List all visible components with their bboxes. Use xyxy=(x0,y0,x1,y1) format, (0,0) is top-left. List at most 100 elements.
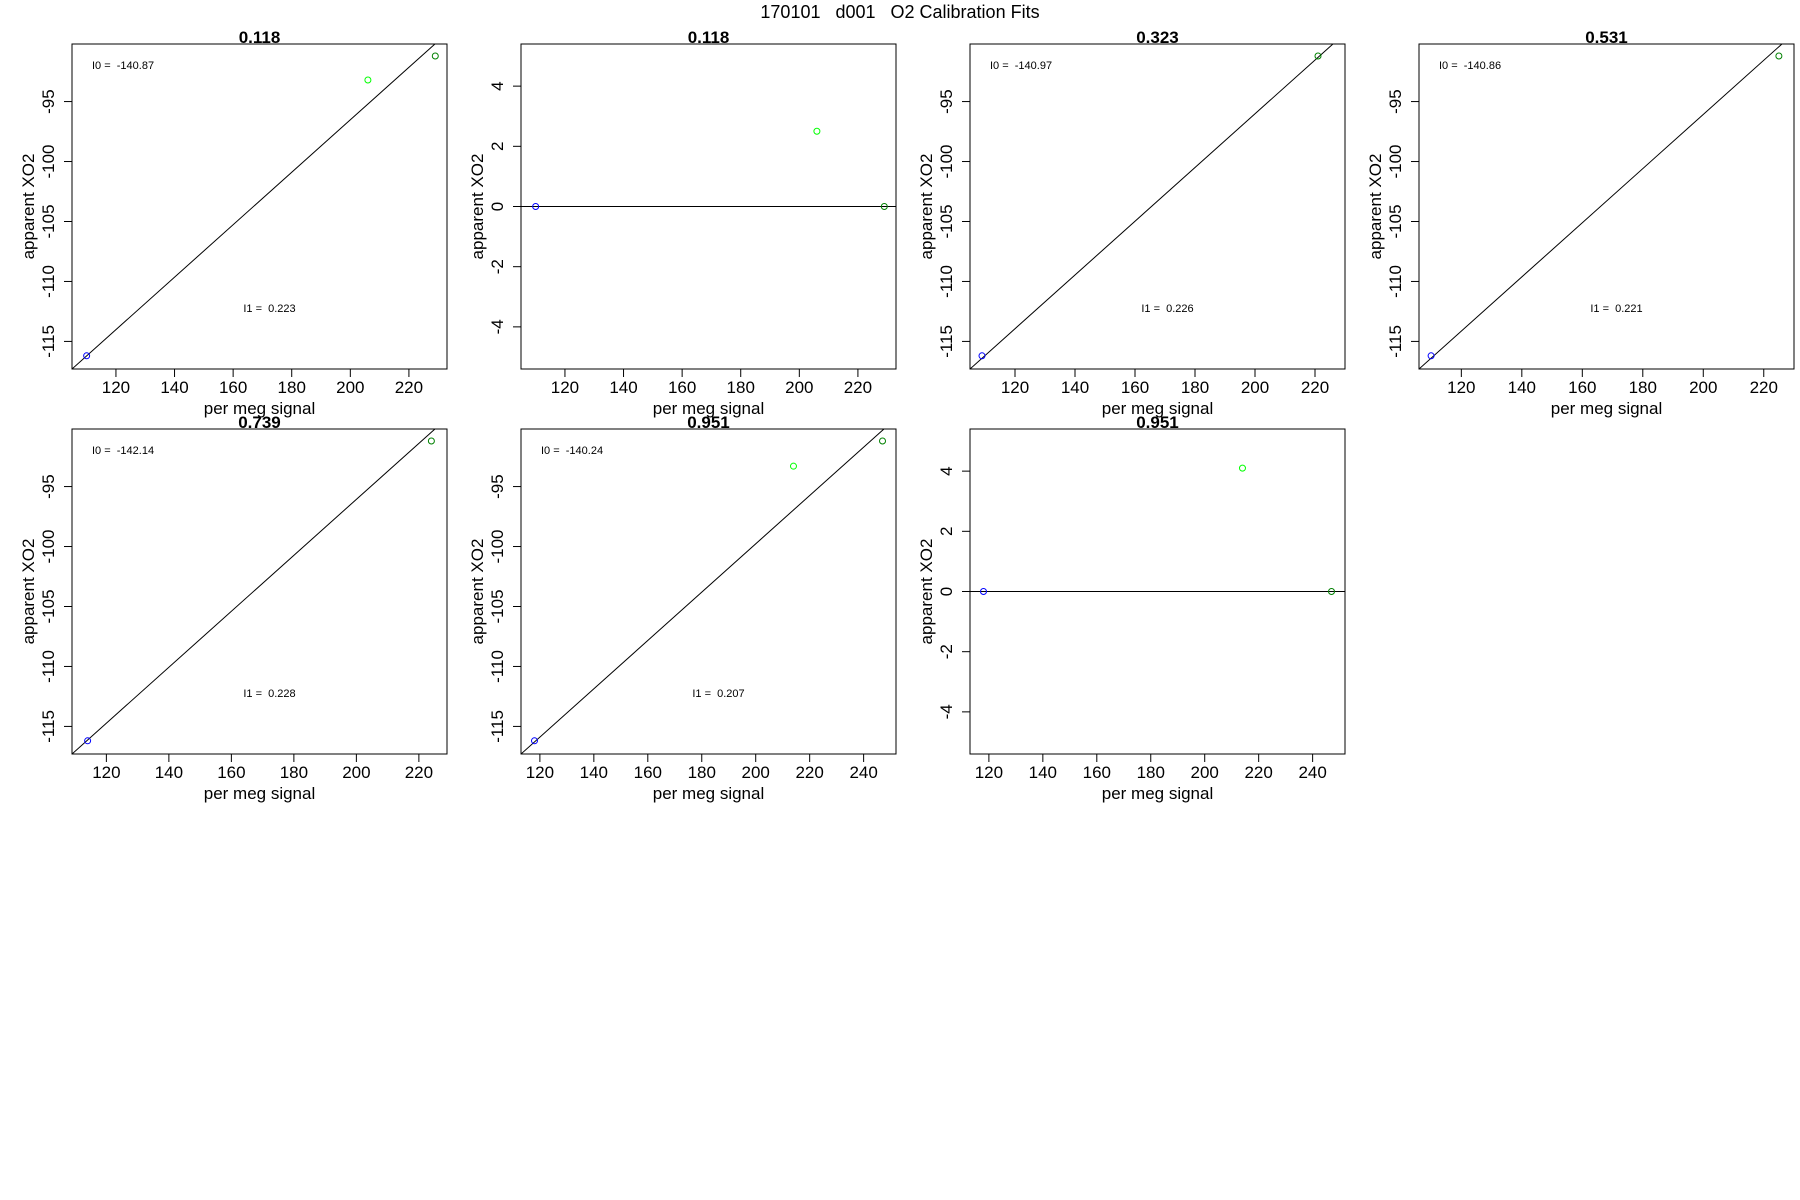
plot-frame xyxy=(71,428,448,755)
data-point-blue xyxy=(532,203,540,210)
x-tick-label: 240 xyxy=(1298,763,1326,782)
panel-2: 0.118 120 140 160 180 200 220 -4 -2 0 2 4 per meg si… xyxy=(468,28,897,418)
plot-frame xyxy=(520,428,897,755)
x-tick-label: 200 xyxy=(342,763,370,782)
y-tick-label: -110 xyxy=(1386,265,1405,298)
x-tick-label: 120 xyxy=(1447,378,1475,397)
panel-title: 0.118 xyxy=(688,28,730,47)
x-tick-label: 180 xyxy=(688,763,716,782)
panel-title: 0.951 xyxy=(687,413,730,432)
data-point-blue xyxy=(1427,352,1435,360)
fit-line xyxy=(1419,44,1783,369)
x-tick-label: 140 xyxy=(609,378,637,397)
data-point-light-green xyxy=(1238,464,1246,472)
y-axis-label: apparent XO2 xyxy=(917,154,936,260)
y-axis-label: apparent XO2 xyxy=(917,539,936,645)
data-point-light-green xyxy=(813,127,821,135)
x-tick-label: 140 xyxy=(580,763,608,782)
x-tick-label: 220 xyxy=(1244,763,1272,782)
y-tick-label: -100 xyxy=(937,145,956,179)
panel-5: 0.739 120 140 160 180 200 220 -115 -110 -105 -100 -… xyxy=(19,413,448,803)
x-axis-label: per meg signal xyxy=(204,784,316,803)
fit-line xyxy=(970,44,1334,369)
x-tick-label: 200 xyxy=(336,378,364,397)
x-tick-label: 220 xyxy=(1750,378,1778,397)
data-point-light-green xyxy=(364,76,372,84)
plot-frame xyxy=(969,43,1346,370)
panel-6: 0.951 120 140 160 180 200 220 240 -115 -110 -105 -1… xyxy=(468,413,897,803)
x-tick-label: 160 xyxy=(1568,378,1596,397)
x-tick-label: 140 xyxy=(160,378,188,397)
fit-annotation: I0 = -142.14 xyxy=(92,445,154,457)
x-tick-label: 140 xyxy=(1029,763,1057,782)
y-tick-label: -2 xyxy=(937,644,956,659)
figure-title: 170101 d001 O2 Calibration Fits xyxy=(760,2,1040,22)
y-tick-label: 2 xyxy=(937,527,956,536)
y-tick-label: -115 xyxy=(39,710,58,743)
data-point-dark-green xyxy=(427,437,435,445)
x-tick-label: 120 xyxy=(1001,378,1029,397)
x-tick-label: 120 xyxy=(92,763,120,782)
x-axis-label: per meg signal xyxy=(1102,399,1214,418)
y-tick-label: -2 xyxy=(488,259,507,274)
fit-annotation: I1 = 0.228 xyxy=(243,688,295,700)
y-tick-label: -115 xyxy=(937,325,956,358)
panel-title: 0.323 xyxy=(1136,28,1179,47)
panel-1: 0.118 120 140 160 180 200 220 -115 -110 -105 -100 -… xyxy=(19,28,448,418)
y-tick-label: 0 xyxy=(488,202,507,211)
plot-frame xyxy=(71,43,448,370)
y-tick-label: -110 xyxy=(39,650,58,683)
y-tick-label: -105 xyxy=(1386,204,1405,238)
x-tick-label: 140 xyxy=(155,763,183,782)
y-tick-label: -95 xyxy=(937,89,956,114)
y-tick-label: -4 xyxy=(937,704,956,719)
y-tick-label: -95 xyxy=(39,474,58,499)
data-point-blue xyxy=(84,737,92,745)
y-tick-label: -105 xyxy=(488,589,507,623)
fit-annotation: I1 = 0.223 xyxy=(243,303,295,315)
panel-3: 0.323 120 140 160 180 200 220 -115 -110 -105 -100 -… xyxy=(917,28,1346,418)
x-tick-label: 200 xyxy=(1241,378,1269,397)
data-point-dark-green xyxy=(879,437,887,445)
y-tick-label: 4 xyxy=(937,466,956,475)
fit-annotation: I0 = -140.87 xyxy=(92,60,154,72)
data-point-blue xyxy=(979,588,987,595)
x-tick-label: 140 xyxy=(1061,378,1089,397)
y-tick-label: -100 xyxy=(1386,145,1405,179)
x-axis-label: per meg signal xyxy=(653,784,765,803)
data-point-light-green xyxy=(789,462,797,470)
y-tick-label: -100 xyxy=(39,145,58,179)
data-point-dark-green xyxy=(1314,52,1322,60)
y-tick-label: 0 xyxy=(937,587,956,596)
x-tick-label: 220 xyxy=(1301,378,1329,397)
data-point-dark-green xyxy=(1775,52,1783,60)
data-point-blue xyxy=(978,352,986,360)
data-point-dark-green xyxy=(880,203,888,210)
fit-line xyxy=(72,429,436,754)
y-tick-label: -100 xyxy=(39,530,58,564)
y-tick-label: 2 xyxy=(488,142,507,151)
x-axis-label: per meg signal xyxy=(653,399,765,418)
x-tick-label: 220 xyxy=(395,378,423,397)
y-tick-label: -110 xyxy=(39,265,58,298)
x-tick-label: 160 xyxy=(634,763,662,782)
y-tick-label: -110 xyxy=(937,265,956,298)
x-axis-label: per meg signal xyxy=(204,399,316,418)
fit-line xyxy=(521,429,885,754)
y-tick-label: -95 xyxy=(1386,89,1405,114)
y-tick-label: 4 xyxy=(488,81,507,90)
x-tick-label: 180 xyxy=(727,378,755,397)
panel-title: 0.951 xyxy=(1136,413,1179,432)
data-point-blue xyxy=(83,352,91,360)
y-tick-label: -115 xyxy=(1386,325,1405,358)
fit-annotation: I0 = -140.86 xyxy=(1439,60,1501,72)
x-tick-label: 160 xyxy=(217,763,245,782)
x-tick-label: 240 xyxy=(849,763,877,782)
plot-frame xyxy=(1418,43,1795,370)
y-tick-label: -105 xyxy=(937,204,956,238)
panel-title: 0.531 xyxy=(1585,28,1628,47)
y-tick-label: -105 xyxy=(39,204,58,238)
data-point-dark-green xyxy=(1328,588,1336,595)
x-tick-label: 200 xyxy=(1191,763,1219,782)
y-axis-label: apparent XO2 xyxy=(468,539,487,645)
